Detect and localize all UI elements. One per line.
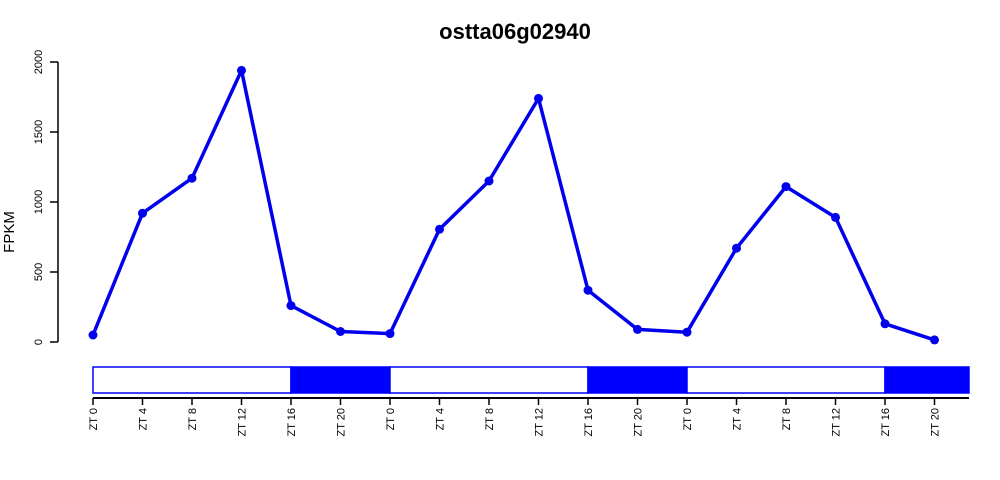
data-point	[138, 208, 147, 218]
x-tick-label: ZT 8	[781, 408, 793, 430]
y-axis: 0 500 1000 1500 2000	[33, 50, 59, 345]
x-tick-label: ZT 16	[583, 408, 595, 437]
x-tick-label: ZT 16	[880, 408, 892, 437]
x-tick-label: ZT 4	[732, 408, 744, 430]
x-tick-label: ZT 12	[831, 408, 843, 437]
x-tick-label: ZT 4	[435, 408, 447, 430]
x-tick-label: ZT 16	[286, 408, 298, 437]
x-tick-label: ZT 20	[930, 408, 942, 437]
data-point	[831, 212, 840, 222]
light-dark-segment	[587, 366, 688, 394]
x-tick-label: ZT 8	[484, 408, 496, 430]
data-point	[930, 335, 939, 345]
data-point	[237, 65, 246, 75]
x-tick-label: ZT 12	[534, 408, 546, 437]
data-point	[187, 173, 197, 183]
series-layer	[88, 65, 939, 345]
x-tick-label: ZT 20	[633, 408, 645, 437]
x-tick-label: ZT 0	[88, 408, 100, 430]
light-dark-segment	[290, 366, 391, 394]
x-tick-label: ZT 4	[138, 408, 150, 430]
data-point	[880, 319, 890, 329]
y-tick-label: 0	[33, 339, 45, 345]
y-axis-label: FPKM	[1, 211, 18, 253]
data-point	[633, 324, 642, 334]
data-point	[732, 243, 741, 253]
chart-title: ostta06g02940	[439, 19, 591, 44]
x-tick-label: ZT 20	[336, 408, 348, 437]
data-point	[534, 93, 543, 103]
light-dark-bar	[92, 366, 970, 394]
y-tick-label: 1000	[33, 190, 45, 214]
y-tick-label: 2000	[33, 50, 45, 74]
x-tick-label: ZT 0	[682, 408, 694, 430]
x-tick-label: ZT 8	[187, 408, 199, 430]
light-dark-segment	[92, 366, 292, 394]
series-line	[91, 68, 936, 342]
light-dark-segment	[884, 366, 970, 394]
x-tick-label: ZT 0	[385, 408, 397, 430]
x-axis: ZT 0 ZT 4 ZT 8 ZT 12 ZT 16 ZT 20 ZT 0 ZT 4 ZT 8 Z…	[88, 397, 969, 437]
data-point	[484, 176, 494, 186]
y-tick-label: 1500	[33, 120, 45, 144]
light-dark-segment	[686, 366, 886, 394]
data-point	[336, 327, 345, 336]
y-tick-label: 500	[33, 263, 45, 281]
data-point	[583, 285, 593, 295]
data-point	[88, 330, 98, 340]
data-point	[385, 329, 395, 339]
data-point	[435, 224, 444, 234]
data-point	[781, 182, 791, 192]
x-tick-label: ZT 12	[237, 408, 249, 437]
light-dark-segment	[389, 366, 589, 394]
data-point	[286, 301, 296, 311]
data-point	[682, 327, 692, 337]
